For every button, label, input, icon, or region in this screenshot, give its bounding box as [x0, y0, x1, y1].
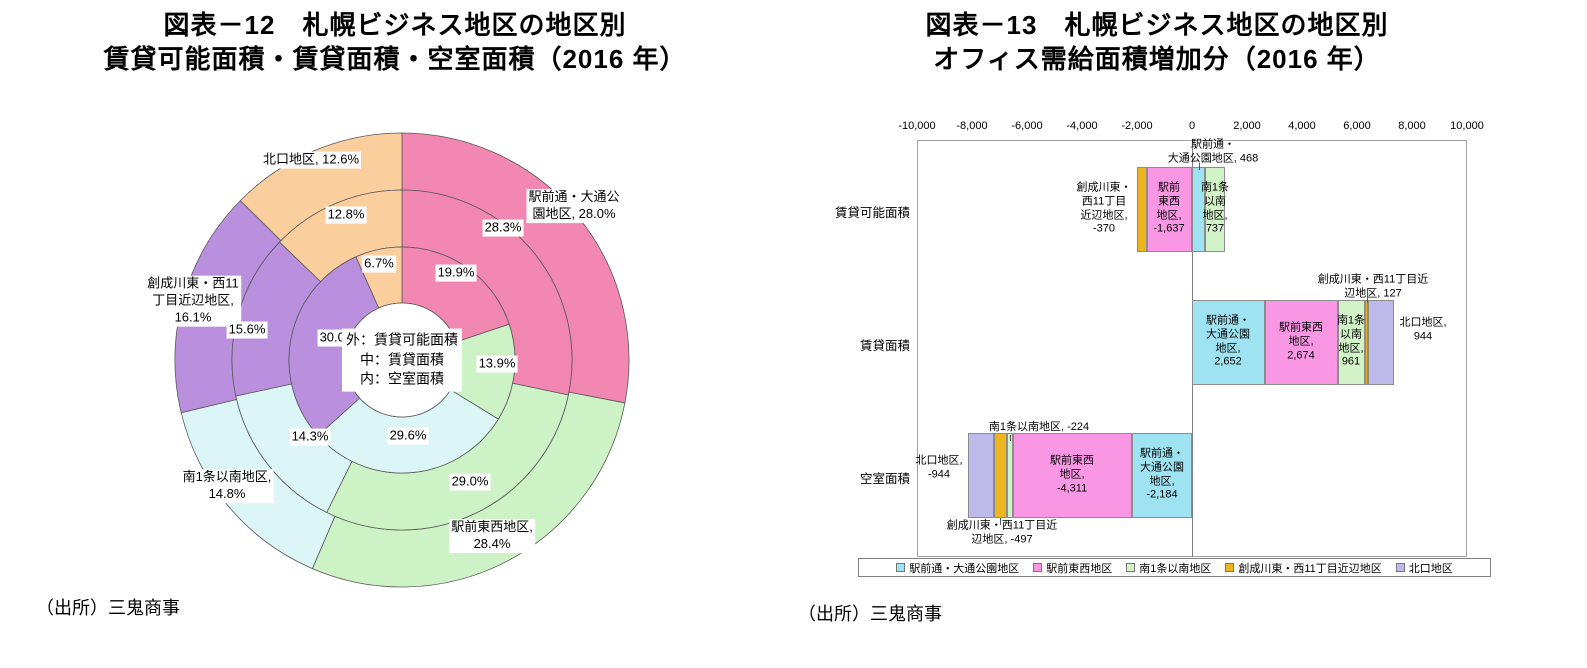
donut-label-outer-2: 南1条以南地区, 14.8%: [180, 469, 274, 503]
donut-label-outer-3: 創成川東・西11 丁目近辺地区, 16.1%: [145, 275, 241, 327]
x-axis-tick-6: 2,000: [1233, 120, 1261, 132]
x-axis-tick-2: -6,000: [1011, 120, 1043, 132]
right-chart-title: 図表－13 札幌ビジネス地区の地区別 オフィス需給面積増加分（2016 年）: [790, 8, 1524, 76]
legend-swatch-1: [1033, 563, 1043, 572]
right-chart-title-line1: 図表－13 札幌ビジネス地区の地区別: [925, 10, 1389, 40]
bar-label-13: 創成川東・西11丁目近 辺地区, -497: [946, 519, 1058, 545]
right-source-note: （出所）三鬼商事: [798, 604, 942, 624]
right-chart-panel: 図表－13 札幌ビジネス地区の地区別 オフィス需給面積増加分（2016 年） 駅…: [790, 0, 1587, 668]
donut-label-outer-1: 駅前東西地区, 28.4%: [449, 519, 535, 553]
bar-label-7: 創成川東・西11丁目近 辺地区, 127: [1317, 273, 1429, 299]
bar-segment-series4-cat1: [1368, 300, 1395, 385]
x-axis-tick-4: -2,000: [1121, 120, 1153, 132]
left-chart-title-line1: 図表－12 札幌ビジネス地区の地区別: [163, 10, 627, 40]
donut-label-outer-0: 駅前通・大通公 園地区, 28.0%: [526, 189, 622, 223]
donut-label-middle-4: 12.8%: [325, 206, 367, 224]
bar-segment-series3-cat0: [1136, 167, 1147, 252]
x-axis-tick-0: -10,000: [898, 120, 936, 132]
donut-label-inner-2: 29.6%: [387, 427, 429, 445]
legend-swatch-2: [1126, 563, 1136, 572]
callout-leader-0: [1199, 163, 1200, 170]
bar-label-5: 駅前東西 地区, 2,674: [1279, 321, 1323, 361]
x-axis-tick-10: 10,000: [1450, 120, 1484, 132]
donut-label-middle-1: 29.0%: [449, 473, 491, 491]
donut-center-label: 外：賃貸可能面積 中：賃貸面積 内：空室面積: [342, 328, 462, 392]
bar-segment-series2-cat0: [1204, 167, 1226, 252]
bar-segment-series0-cat1: [1192, 300, 1265, 385]
x-axis-tick-1: -8,000: [956, 120, 988, 132]
bar-label-12: 駅前通・ 大通公園 地区, -2,184: [1140, 447, 1184, 501]
x-axis-tick-3: -4,000: [1066, 120, 1098, 132]
bar-label-11: 駅前東西 地区, -4,311: [1050, 454, 1094, 494]
bar-label-6: 南1条 以南 地区, 961: [1336, 314, 1366, 368]
bar-segment-series4-cat2: [967, 433, 994, 518]
bar-segment-series0-cat0: [1192, 167, 1205, 252]
bar-label-2: 駅前 東西 地区, -1,637: [1153, 181, 1185, 235]
bar-segment-series3-cat1: [1364, 300, 1369, 385]
bar-segment-series1-cat0: [1146, 167, 1192, 252]
category-label-1: 賃貸面積: [859, 338, 910, 353]
bar-segment-series2-cat1: [1338, 300, 1365, 385]
donut-label-inner-1: 13.9%: [476, 355, 518, 373]
legend-label-4: 北口地区: [1408, 562, 1453, 575]
callout-leader-3: [1000, 518, 1001, 525]
left-source-note: （出所）三鬼商事: [36, 598, 180, 618]
legend-label-3: 創成川東・西11丁目近辺地区: [1238, 562, 1382, 575]
x-axis-tick-9: 8,000: [1398, 120, 1426, 132]
category-label-0: 賃貸可能面積: [834, 205, 910, 220]
bar-label-0: 駅前通・ 大通公園地区, 468: [1167, 138, 1259, 164]
bar-segment-series2-cat2: [1007, 433, 1014, 518]
x-axis-tick-8: 6,000: [1343, 120, 1371, 132]
callout-leader-1: [1367, 297, 1368, 303]
donut-label-middle-0: 28.3%: [482, 219, 524, 237]
donut-label-outer-4: 北口地区, 12.6%: [260, 151, 362, 169]
donut-label-middle-3: 15.6%: [226, 321, 268, 339]
legend-item-2: 南1条以南地区: [1126, 560, 1211, 576]
legend-swatch-3: [1225, 563, 1235, 572]
bar-segment-series3-cat2: [993, 433, 1008, 518]
right-chart-title-line2: オフィス需給面積増加分（2016 年）: [933, 44, 1381, 74]
legend-swatch-4: [1395, 563, 1405, 572]
legend-label-2: 南1条以南地区: [1139, 562, 1212, 575]
legend-label-1: 駅前東西地区: [1046, 562, 1113, 575]
left-chart-panel: 図表－12 札幌ビジネス地区の地区別 賃貸可能面積・賃貸面積・空室面積（2016…: [0, 0, 790, 668]
bar-label-8: 北口地区, 944: [1399, 316, 1447, 342]
donut-label-inner-4: 6.7%: [362, 255, 396, 273]
legend-item-3: 創成川東・西11丁目近辺地区: [1225, 560, 1382, 576]
donut-label-middle-2: 14.3%: [289, 428, 331, 446]
bar-segment-series1-cat2: [1013, 433, 1132, 518]
bar-legend: 駅前通・大通公園地区 駅前東西地区 南1条以南地区 創成川東・西11丁目近辺地区 北口地…: [858, 558, 1491, 577]
bar-label-4: 駅前通・ 大通公園 地区, 2,652: [1206, 314, 1250, 368]
bar-label-9: 北口地区, -944: [915, 454, 963, 480]
legend-item-4: 北口地区: [1395, 560, 1453, 576]
left-chart-title-line2: 賃貸可能面積・賃貸面積・空室面積（2016 年）: [103, 44, 687, 74]
legend-item-1: 駅前東西地区: [1033, 560, 1112, 576]
bar-segment-series1-cat1: [1264, 300, 1339, 385]
legend-item-0: 駅前通・大通公園地区: [896, 560, 1019, 576]
x-axis-tick-5: 0: [1188, 120, 1196, 132]
left-chart-title: 図表－12 札幌ビジネス地区の地区別 賃貸可能面積・賃貸面積・空室面積（2016…: [0, 8, 790, 76]
category-label-2: 空室面積: [859, 471, 910, 486]
bar-label-3: 南1条 以南 地区, 737: [1200, 181, 1230, 235]
bar-segment-series0-cat2: [1131, 433, 1192, 518]
donut-label-inner-0: 19.9%: [435, 264, 477, 282]
bar-label-10: 南1条以南地区, -224: [988, 421, 1090, 434]
legend-label-0: 駅前通・大通公園地区: [909, 562, 1020, 575]
bar-label-1: 創成川東・ 西11丁目 近辺地区, -370: [1076, 181, 1132, 235]
callout-leader-2: [1010, 435, 1011, 441]
x-axis-tick-7: 4,000: [1288, 120, 1316, 132]
legend-swatch-0: [896, 563, 906, 572]
